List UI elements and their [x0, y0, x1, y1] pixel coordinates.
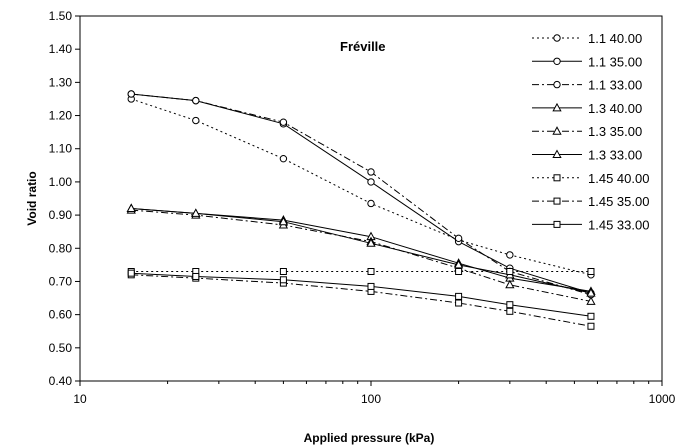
x-tick-label: 100: [361, 392, 381, 406]
x-axis-title: Applied pressure (kPa): [304, 431, 435, 445]
data-point-triangle: [126, 203, 136, 212]
y-tick-label: 1.10: [49, 142, 73, 156]
data-point-square: [367, 268, 375, 275]
legend-item: 1.1 40.00: [532, 31, 642, 46]
y-tick-label: 1.40: [49, 42, 73, 56]
data-point-circle: [279, 118, 288, 126]
legend-label: 1.1 33.00: [588, 78, 642, 93]
legend-item: 1.45 35.00: [532, 194, 649, 209]
x-tick-label: 1000: [649, 392, 676, 406]
legend-label: 1.45 40.00: [588, 171, 649, 186]
y-tick-label: 0.80: [49, 241, 73, 255]
legend-item: 1.3 40.00: [532, 101, 642, 116]
y-tick-label: 0.50: [49, 341, 73, 355]
chart-annotation: Fréville: [340, 39, 386, 54]
series-layer: [126, 90, 596, 330]
legend-label: 1.45 33.00: [588, 217, 649, 232]
legend-label: 1.45 35.00: [588, 194, 649, 209]
data-point-triangle: [278, 216, 289, 226]
legend-label: 1.3 33.00: [588, 148, 642, 163]
data-point-square: [506, 301, 514, 309]
y-tick-label: 1.20: [49, 109, 73, 123]
y-tick-label: 0.40: [49, 374, 73, 388]
data-point-circle: [454, 234, 463, 243]
data-point-square: [506, 307, 514, 315]
data-point-triangle: [505, 279, 515, 289]
data-point-circle: [279, 154, 288, 163]
legend-item: 1.1 35.00: [532, 54, 642, 69]
data-point-circle: [367, 178, 375, 186]
y-tick-label: 1.50: [49, 9, 73, 23]
legend-item: 1.1 33.00: [532, 78, 642, 93]
y-tick-label: 0.90: [49, 208, 73, 222]
data-point-square: [587, 322, 595, 330]
y-tick-label: 1.30: [49, 75, 73, 89]
data-point-circle: [192, 96, 200, 105]
data-point-square: [587, 268, 595, 275]
legend-label: 1.1 40.00: [588, 31, 642, 46]
data-point-circle: [553, 57, 561, 65]
plot-area: [79, 15, 663, 382]
data-point-circle: [192, 116, 200, 125]
data-point-circle: [367, 168, 375, 176]
legend-item: 1.45 40.00: [532, 171, 649, 186]
y-axis-title: Void ratio: [25, 171, 39, 225]
data-point-triangle: [586, 288, 596, 297]
data-point-triangle: [366, 238, 376, 247]
series-9: [127, 269, 595, 320]
data-point-circle: [553, 80, 561, 89]
axes: 0.40 0.50 0.60 0.70 0.80 0.90 1.00 1.10 1.20 1.30…: [49, 9, 676, 406]
data-point-triangle: [191, 208, 201, 217]
data-point-circle: [553, 34, 561, 42]
y-tick-label: 0.60: [49, 308, 73, 322]
data-point-circle: [506, 251, 514, 259]
data-point-circle: [127, 90, 135, 98]
data-point-square: [192, 272, 200, 280]
legend-item: 1.45 33.00: [532, 217, 649, 232]
data-point-square: [506, 268, 514, 275]
data-point-square: [367, 282, 375, 290]
data-point-triangle: [586, 296, 596, 305]
data-point-circle: [367, 199, 375, 208]
legend-label: 1.3 35.00: [588, 124, 642, 139]
legend-label: 1.3 40.00: [588, 101, 642, 116]
data-point-triangle: [552, 102, 562, 112]
data-point-square: [553, 220, 561, 228]
x-tick-label: 10: [73, 392, 87, 406]
data-point-square: [279, 268, 287, 275]
legend-label: 1.1 35.00: [588, 54, 642, 69]
data-point-square: [455, 268, 463, 275]
y-tick-label: 1.00: [49, 175, 73, 189]
data-point-square: [455, 299, 463, 307]
plot-frame: [79, 15, 663, 382]
data-point-square: [553, 197, 561, 205]
data-point-triangle: [453, 259, 464, 269]
data-point-triangle: [552, 149, 562, 158]
data-point-square: [587, 312, 595, 320]
y-tick-label: 0.70: [49, 274, 73, 288]
legend-item: 1.3 35.00: [532, 124, 642, 139]
legend-item: 1.3 33.00: [532, 148, 642, 163]
data-point-square: [455, 292, 463, 300]
legend: 1.1 40.00 1.1 35.00 1.1 33.00 1.3 40.00 1.3 …: [532, 31, 649, 232]
data-point-square: [127, 269, 135, 277]
data-point-triangle: [552, 126, 562, 135]
data-point-square: [279, 276, 287, 284]
data-point-square: [553, 174, 561, 182]
